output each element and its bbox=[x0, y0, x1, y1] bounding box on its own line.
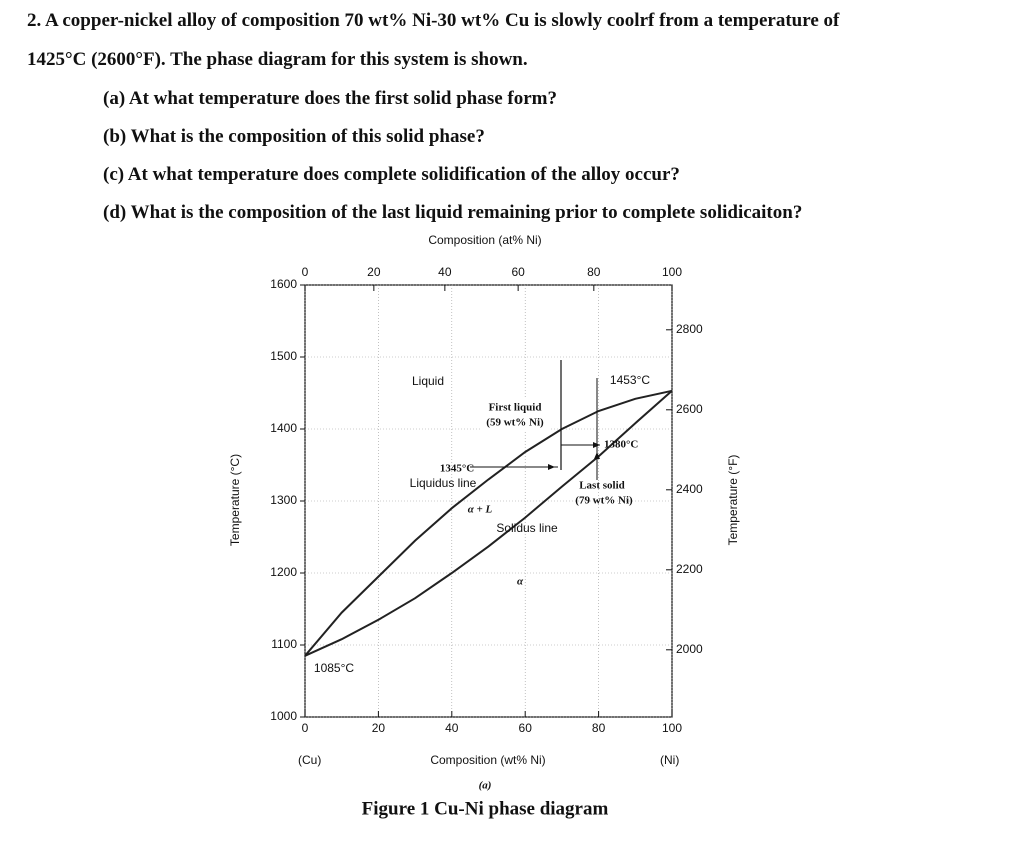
y-tick-label: 1200 bbox=[270, 565, 297, 579]
x2-tick-label: 40 bbox=[438, 265, 452, 279]
label-box bbox=[481, 398, 551, 432]
axis-title: Composition (wt% Ni) bbox=[430, 753, 545, 767]
question-line: 1425°C (2600°F). The phase diagram for t… bbox=[27, 49, 528, 70]
annotation: (59 wt% Ni) bbox=[486, 417, 544, 429]
y-tick-label: 1300 bbox=[270, 493, 297, 507]
question-part: (a) At what temperature does the first s… bbox=[103, 88, 558, 109]
question-part: (c) At what temperature does complete so… bbox=[103, 164, 680, 185]
annotation: Liquid bbox=[412, 374, 444, 388]
liquidus-curve bbox=[304, 389, 673, 657]
end-label: (Ni) bbox=[660, 753, 679, 767]
x-tick-label: 60 bbox=[519, 721, 533, 735]
y2-tick-label: 2400 bbox=[676, 482, 703, 496]
annotation: 1345°C bbox=[440, 463, 474, 475]
annotation: (79 wt% Ni) bbox=[575, 495, 633, 507]
annotation: Liquidus line bbox=[410, 476, 477, 490]
solidus-curve bbox=[304, 390, 673, 657]
x-tick-label: 40 bbox=[445, 721, 459, 735]
y-tick-label: 1100 bbox=[271, 637, 297, 651]
caption: Figure 1 Cu-Ni phase diagram bbox=[362, 798, 609, 819]
end-label: (Cu) bbox=[298, 753, 321, 767]
x-tick-label: 20 bbox=[372, 721, 386, 735]
annotation: 1453°C bbox=[610, 373, 650, 387]
axis-title: Composition (at% Ni) bbox=[428, 233, 541, 247]
axis-title: Temperature (°C) bbox=[228, 454, 242, 546]
annotation: α bbox=[517, 576, 524, 588]
annotation: 1380°C bbox=[604, 439, 638, 451]
question-line: 2. A copper-nickel alloy of composition … bbox=[27, 10, 840, 31]
x2-tick-label: 0 bbox=[302, 265, 309, 279]
x-tick-label: 100 bbox=[662, 721, 682, 735]
x2-tick-label: 80 bbox=[587, 265, 601, 279]
y-tick-label: 1400 bbox=[270, 421, 297, 435]
axis-title: Temperature (°F) bbox=[726, 455, 740, 546]
question-part: (b) What is the composition of this soli… bbox=[103, 126, 485, 147]
y-tick-label: 1000 bbox=[270, 709, 297, 723]
x2-tick-label: 20 bbox=[367, 265, 381, 279]
question-part: (d) What is the composition of the last … bbox=[103, 202, 803, 223]
y2-tick-label: 2600 bbox=[676, 402, 703, 416]
annotation: Solidus line bbox=[496, 521, 558, 535]
x2-tick-label: 100 bbox=[662, 265, 682, 279]
y-tick-label: 1500 bbox=[270, 349, 297, 363]
y2-tick-label: 2200 bbox=[676, 562, 703, 576]
x-tick-label: 0 bbox=[302, 721, 309, 735]
x2-tick-label: 60 bbox=[511, 265, 525, 279]
y-tick-label: 1600 bbox=[270, 277, 297, 291]
sublabel: (a) bbox=[479, 780, 492, 792]
y2-tick-label: 2800 bbox=[676, 322, 703, 336]
annotation: α + L bbox=[468, 504, 493, 516]
annotation: Last solid bbox=[579, 480, 625, 492]
y2-tick-label: 2000 bbox=[676, 642, 703, 656]
annotation: First liquid bbox=[489, 402, 542, 414]
x-tick-label: 80 bbox=[592, 721, 606, 735]
annotation: 1085°C bbox=[314, 661, 354, 675]
